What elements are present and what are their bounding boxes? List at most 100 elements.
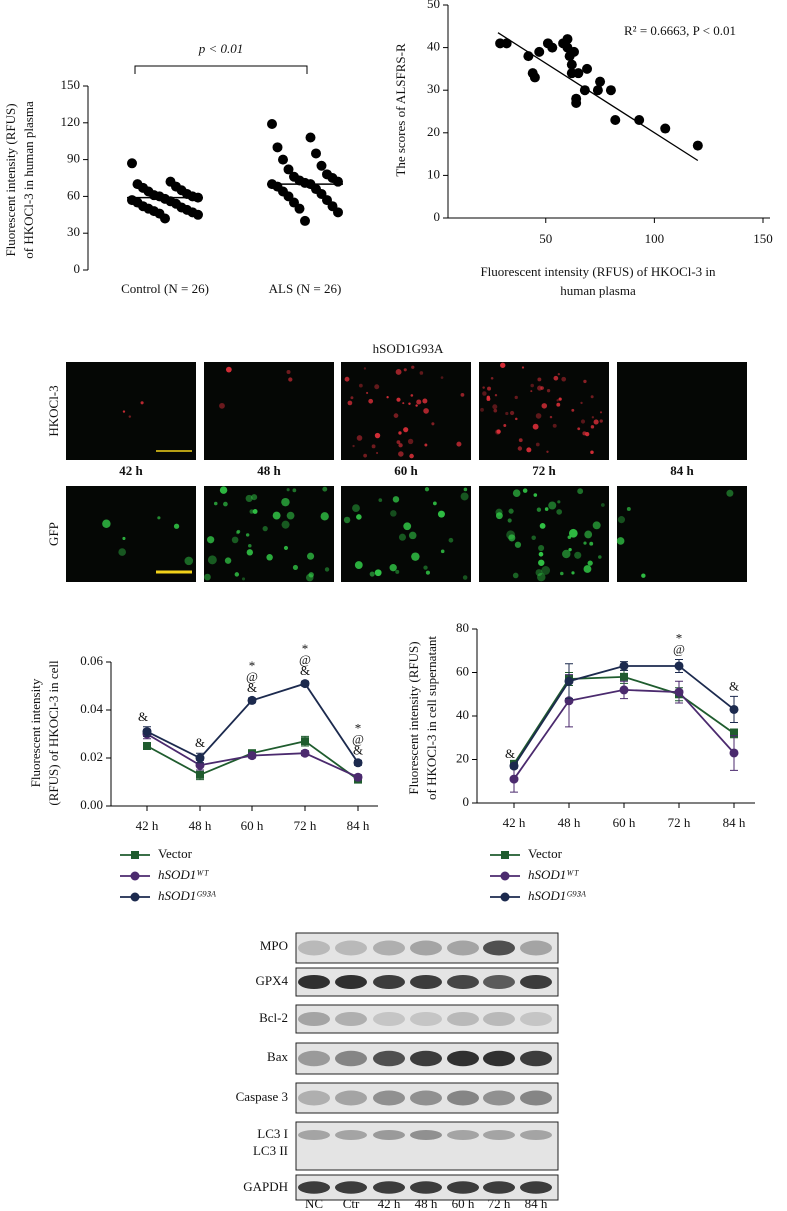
- marker: [130, 871, 140, 881]
- blot-label: LC3 II: [253, 1143, 288, 1158]
- cell: [562, 549, 571, 559]
- band: [335, 1130, 367, 1140]
- y-axis-label: (RFUS) of HKOCl-3 in cell: [46, 660, 61, 806]
- marker: [564, 676, 574, 686]
- cell: [252, 509, 258, 514]
- cell: [236, 530, 240, 535]
- lane-label: 60 h: [452, 1196, 475, 1211]
- cell: [184, 556, 194, 566]
- cell: [585, 431, 590, 437]
- cell: [390, 510, 397, 517]
- band: [483, 1090, 515, 1106]
- cell: [532, 423, 539, 430]
- cell: [371, 444, 376, 449]
- y-tick-label: 0.04: [80, 701, 103, 716]
- marker: [131, 851, 139, 859]
- blot-label: MPO: [260, 938, 288, 953]
- lane-label: 72 h: [488, 1196, 511, 1211]
- cell: [583, 565, 592, 573]
- significance-symbol: @: [246, 669, 258, 684]
- y-axis-label: Fluorescent intensity (RFUS): [3, 103, 18, 256]
- cell: [403, 522, 412, 531]
- x-axis-label: human plasma: [560, 283, 636, 298]
- marker: [501, 851, 509, 859]
- cell: [424, 487, 430, 492]
- significance-symbol: &: [300, 663, 310, 678]
- point: [692, 140, 703, 151]
- cell: [437, 510, 445, 518]
- significance-symbol: *: [249, 658, 256, 673]
- cell: [482, 386, 485, 389]
- band: [410, 1090, 442, 1106]
- x-tick-label: 72 h: [294, 818, 317, 833]
- cell: [514, 395, 518, 400]
- point: [534, 46, 545, 57]
- cell: [352, 444, 355, 448]
- y-tick-label: 0.06: [80, 653, 103, 668]
- cell: [518, 438, 523, 443]
- cell: [363, 453, 368, 458]
- cell: [352, 504, 360, 513]
- marker: [142, 727, 152, 737]
- significance-bracket: [134, 65, 308, 74]
- x-tick-label: 50: [539, 231, 552, 246]
- cell: [505, 411, 509, 416]
- band: [373, 1050, 405, 1067]
- band: [483, 1012, 515, 1026]
- cell: [580, 401, 583, 405]
- cell: [557, 500, 561, 504]
- cell: [556, 402, 561, 407]
- marker: [729, 748, 739, 758]
- micrograph: [66, 362, 196, 460]
- point: [605, 85, 616, 96]
- cell: [590, 395, 594, 399]
- y-tick-label: 0.02: [80, 749, 103, 764]
- cell: [225, 366, 232, 373]
- dot: [278, 154, 288, 165]
- y-tick-label: 150: [61, 77, 81, 92]
- cell: [350, 396, 354, 400]
- cell: [283, 545, 289, 551]
- cell: [460, 393, 465, 397]
- cell: [398, 533, 406, 541]
- cell: [512, 489, 521, 497]
- cell: [369, 571, 375, 577]
- band: [335, 1012, 367, 1026]
- cell: [246, 549, 253, 556]
- annotation: R² = 0.6663, P < 0.01: [624, 23, 736, 38]
- y-tick-label: 90: [67, 151, 80, 166]
- legend-label: Vector: [158, 846, 193, 861]
- marker: [509, 761, 519, 771]
- y-tick-label: 80: [456, 620, 469, 635]
- cell: [393, 413, 399, 418]
- significance-symbol: @: [673, 641, 685, 656]
- cell: [128, 415, 132, 418]
- band: [335, 1181, 367, 1194]
- cell: [508, 508, 514, 514]
- cell: [577, 427, 581, 431]
- marker: [300, 748, 310, 758]
- cell: [366, 391, 369, 395]
- row-label: HKOCl-3: [46, 385, 61, 436]
- cell: [173, 523, 180, 529]
- blot-label: Bcl-2: [259, 1010, 288, 1025]
- cell: [422, 398, 428, 404]
- cell: [590, 425, 595, 429]
- cell: [526, 447, 532, 453]
- cell: [251, 494, 258, 501]
- cell: [506, 530, 516, 540]
- micrograph: [617, 486, 747, 582]
- y-tick-label: 40: [456, 707, 469, 722]
- column-label: 84 h: [670, 463, 694, 478]
- y-tick-label: 50: [427, 0, 440, 11]
- dot: [193, 209, 203, 220]
- cell: [493, 408, 498, 413]
- cell: [482, 391, 487, 396]
- cell: [584, 530, 593, 539]
- point: [571, 97, 582, 108]
- cell: [521, 366, 525, 369]
- annotation: p < 0.01: [198, 41, 244, 56]
- cell: [432, 501, 437, 506]
- cell: [236, 529, 241, 534]
- cell: [262, 526, 268, 532]
